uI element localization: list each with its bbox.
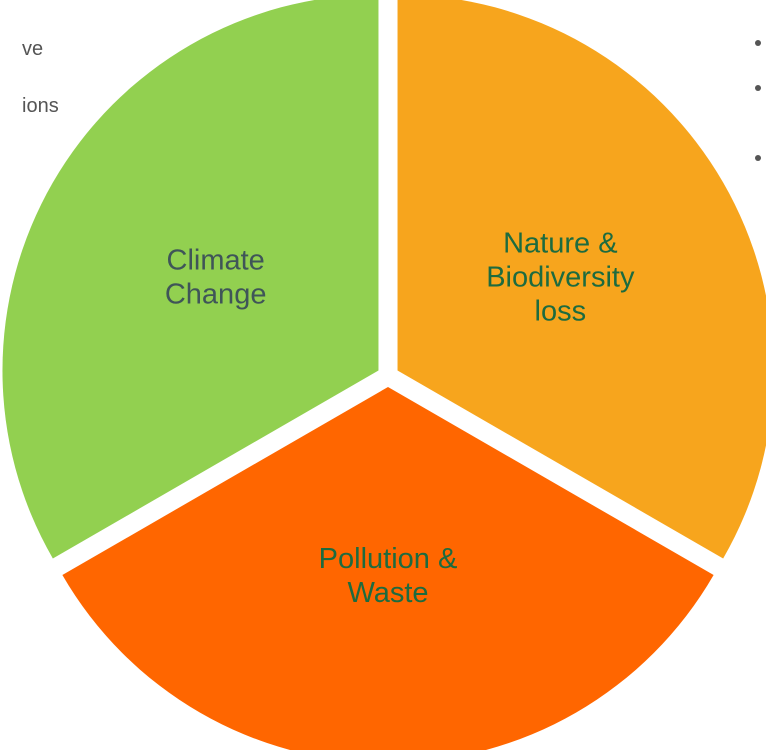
background-text: ve	[22, 38, 43, 60]
segment: Pollution &Waste	[62, 387, 714, 750]
bullet	[755, 155, 761, 161]
background-text: ions	[22, 95, 59, 117]
segment-shape	[397, 0, 766, 559]
bullet	[755, 85, 761, 91]
segment-shape	[2, 0, 379, 559]
segment-label: Nature &	[503, 228, 617, 260]
segment-label: Pollution &	[319, 543, 458, 575]
background-layer: ve ions	[22, 38, 761, 161]
segment-label: Waste	[347, 577, 428, 609]
segment-shape	[62, 387, 714, 750]
segment-label: Climate	[167, 245, 265, 277]
segment-label: Biodiversity	[486, 262, 635, 294]
segment-label: loss	[535, 296, 587, 328]
bullet	[755, 40, 761, 46]
segment-label: Change	[165, 279, 267, 311]
